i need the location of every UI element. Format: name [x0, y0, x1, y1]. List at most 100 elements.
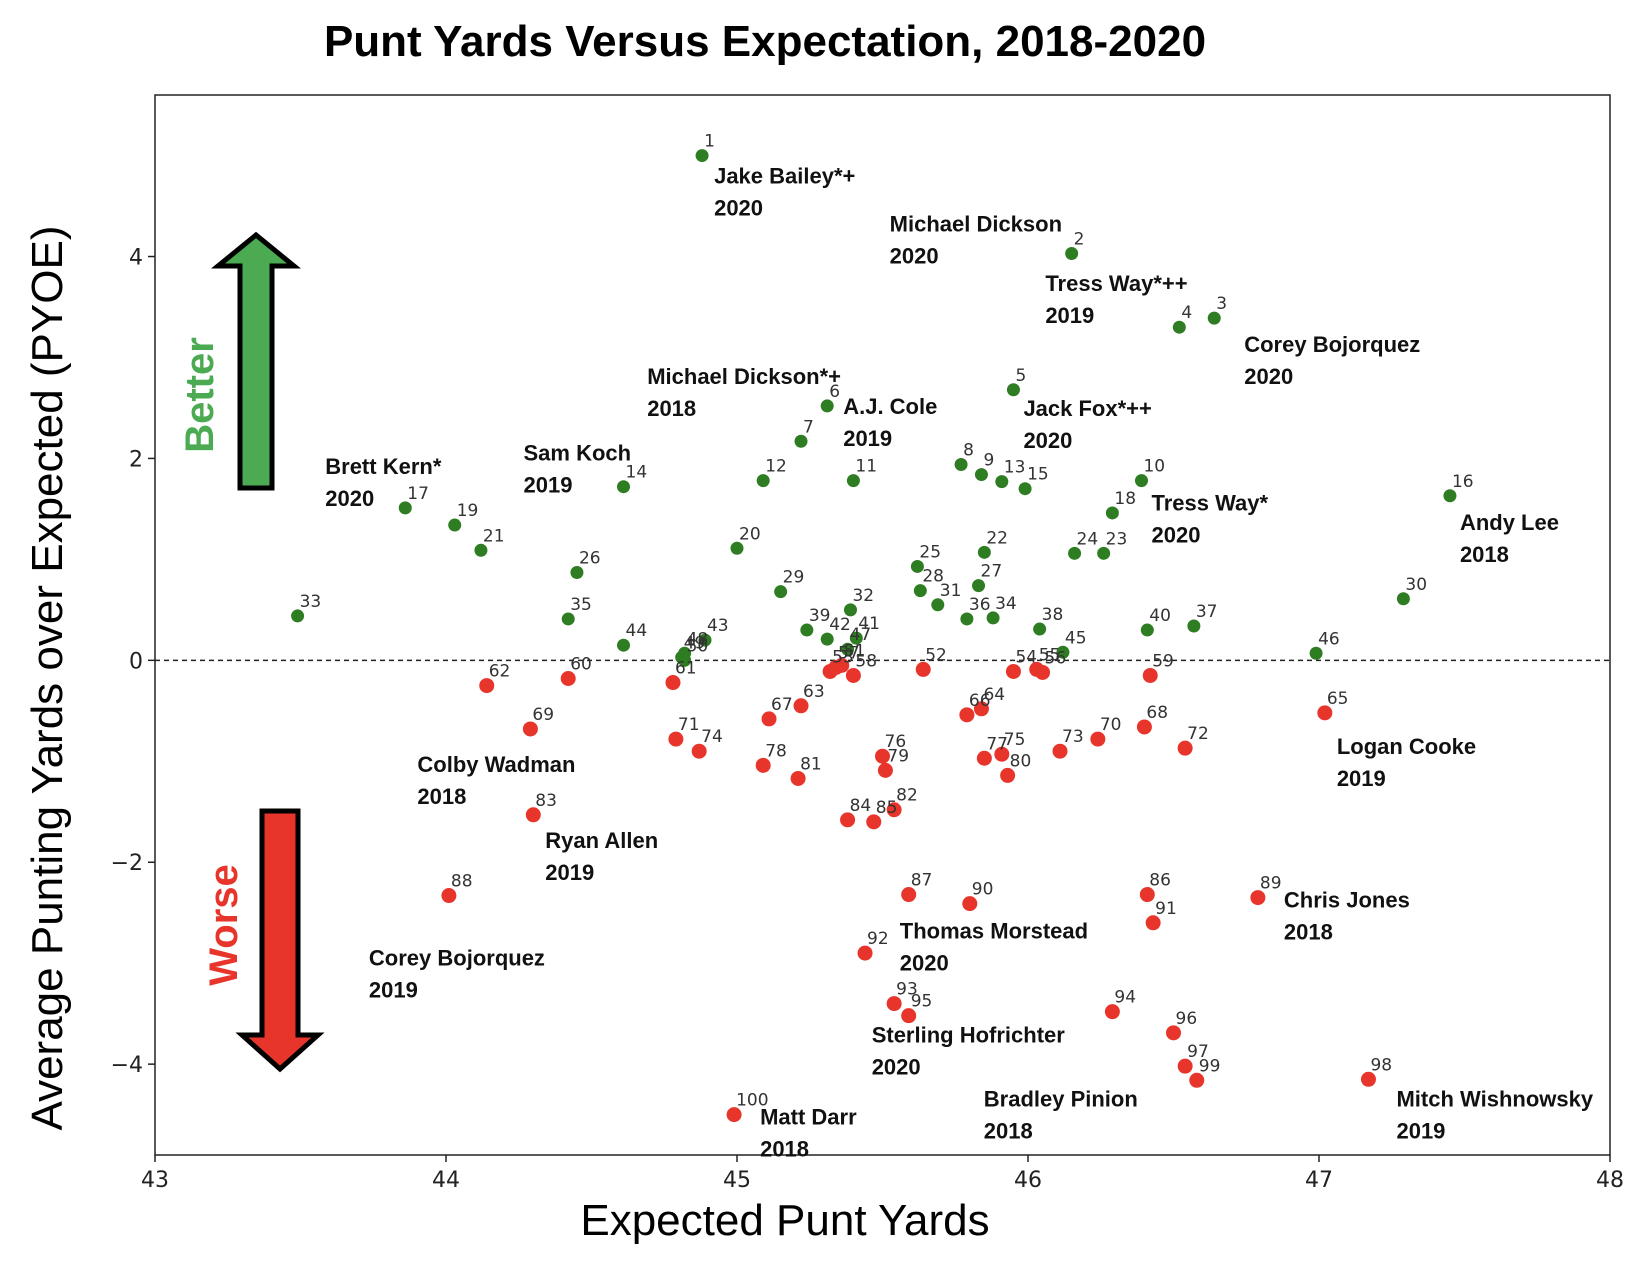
point-79: [877, 762, 893, 778]
rank-label-6: 6: [829, 382, 840, 402]
player-name: Brett Kern*: [325, 454, 442, 479]
rank-label-59: 59: [1152, 651, 1174, 671]
player-name: Matt Darr: [760, 1105, 857, 1130]
point-90: [962, 896, 978, 912]
rank-label-26: 26: [579, 549, 601, 569]
rank-label-41: 41: [858, 614, 880, 634]
point-98: [1360, 1071, 1376, 1087]
point-32: [843, 603, 857, 617]
player-name: Corey Bojorquez: [1244, 332, 1420, 357]
rank-label-23: 23: [1106, 529, 1128, 549]
season-year: 2020: [325, 486, 374, 511]
point-78: [755, 757, 771, 773]
rank-label-67: 67: [771, 695, 793, 715]
rank-label-34: 34: [995, 594, 1017, 614]
rank-label-83: 83: [535, 791, 557, 811]
rank-label-81: 81: [800, 754, 822, 774]
rank-label-25: 25: [919, 542, 941, 562]
annotation-rank-95: Sterling Hofrichter 2020: [872, 1023, 1066, 1080]
rank-label-17: 17: [407, 484, 429, 504]
point-77: [976, 750, 992, 766]
rank-label-48: 48: [687, 629, 709, 649]
rank-label-21: 21: [483, 526, 505, 546]
rank-label-38: 38: [1042, 605, 1064, 625]
rank-label-64: 64: [983, 685, 1005, 705]
season-year: 2018: [647, 396, 696, 421]
annotation-rank-4: Tress Way*++ 2019: [1045, 271, 1187, 328]
season-year: 2019: [545, 860, 594, 885]
rank-label-88: 88: [451, 872, 473, 892]
point-94: [1104, 1004, 1120, 1020]
annotation-rank-89: Chris Jones 2018: [1284, 888, 1410, 945]
player-name: Sterling Hofrichter: [872, 1023, 1066, 1048]
point-100: [726, 1107, 742, 1123]
rank-label-3: 3: [1216, 294, 1227, 314]
rank-label-62: 62: [489, 662, 511, 682]
point-30: [1396, 592, 1410, 606]
point-25: [910, 559, 924, 573]
plot-frame: [154, 94, 1611, 1156]
rank-label-69: 69: [532, 705, 554, 725]
point-15: [1018, 482, 1032, 496]
annotation-rank-83: Ryan Allen 2019: [545, 828, 658, 885]
rank-label-63: 63: [803, 682, 825, 702]
annotation-rank-3: Corey Bojorquez 2020: [1244, 332, 1420, 389]
rank-label-57: 57: [838, 643, 860, 663]
rank-label-52: 52: [925, 645, 947, 665]
rank-label-15: 15: [1027, 465, 1049, 485]
point-5: [1006, 383, 1020, 397]
point-4: [1172, 320, 1186, 334]
rank-label-27: 27: [981, 562, 1003, 582]
rank-label-19: 19: [457, 501, 479, 521]
worse-label: Worse: [202, 864, 246, 986]
rank-label-14: 14: [626, 463, 648, 483]
rank-label-4: 4: [1181, 303, 1192, 323]
point-41: [849, 631, 863, 645]
point-71: [668, 731, 684, 747]
point-31: [931, 598, 945, 612]
point-2: [1065, 246, 1079, 260]
rank-label-47: 47: [850, 625, 872, 645]
point-99: [1189, 1072, 1205, 1088]
season-year: 2019: [1396, 1118, 1445, 1143]
season-year: 2018: [1284, 920, 1333, 945]
player-name: A.J. Cole: [843, 394, 937, 419]
point-97: [1177, 1058, 1193, 1074]
better-label: Better: [178, 337, 222, 453]
season-year: 2019: [1337, 766, 1386, 791]
rank-label-85: 85: [876, 798, 898, 818]
point-72: [1177, 740, 1193, 756]
point-9: [974, 468, 988, 482]
player-name: Jake Bailey*+: [714, 164, 855, 189]
season-year: 2018: [984, 1118, 1033, 1143]
player-name: Tress Way*++: [1045, 271, 1187, 296]
point-73: [1052, 743, 1068, 759]
rank-label-28: 28: [922, 567, 944, 587]
point-26: [570, 566, 584, 580]
point-74: [691, 743, 707, 759]
rank-label-70: 70: [1100, 715, 1122, 735]
annotation-rank-14: Sam Koch 2019: [524, 441, 632, 498]
y-tick-label: 2: [129, 447, 143, 472]
annotation-rank-6: A.J. Cole 2019: [843, 394, 937, 451]
rank-label-42: 42: [829, 615, 851, 635]
annotation-rank-2: Michael Dickson 2020: [890, 211, 1062, 268]
point-35: [561, 612, 575, 626]
rank-label-40: 40: [1149, 606, 1171, 626]
season-year: 2018: [417, 784, 466, 809]
point-42: [820, 632, 834, 646]
y-tick-label: −2: [111, 851, 143, 876]
point-62: [479, 678, 495, 694]
rank-label-93: 93: [896, 980, 918, 1000]
point-37: [1187, 619, 1201, 633]
rank-label-55: 55: [1039, 645, 1061, 665]
x-tick-label: 46: [1014, 1168, 1042, 1193]
point-28: [913, 584, 927, 598]
season-year: 2020: [900, 951, 949, 976]
point-65: [1317, 705, 1333, 721]
rank-label-53: 53: [832, 647, 854, 667]
annotation-rank-69: Colby Wadman 2018: [417, 752, 575, 809]
point-44: [617, 638, 631, 652]
